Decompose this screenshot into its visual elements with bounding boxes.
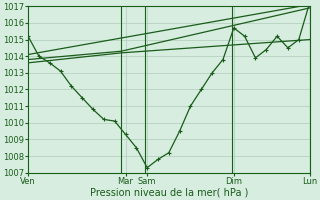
X-axis label: Pression niveau de la mer( hPa ): Pression niveau de la mer( hPa )	[90, 187, 248, 197]
